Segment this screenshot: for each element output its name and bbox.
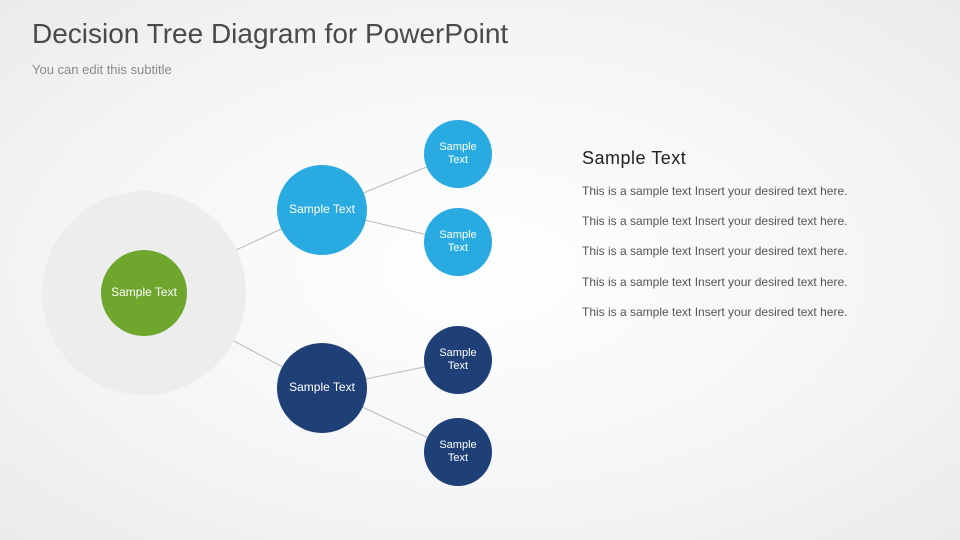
description-paragraph: This is a sample text Insert your desire…: [582, 183, 882, 199]
description-block: Sample Text This is a sample text Insert…: [582, 148, 882, 320]
node-label: Sample Text: [429, 439, 487, 464]
description-paragraph: This is a sample text Insert your desire…: [582, 274, 882, 290]
node-root: Sample Text: [101, 250, 187, 336]
slide-title: Decision Tree Diagram for PowerPoint: [32, 18, 508, 50]
node-label: Sample Text: [429, 347, 487, 372]
node-label: Sample Text: [111, 286, 177, 300]
node-b1: Sample Text: [277, 165, 367, 255]
description-paragraph: This is a sample text Insert your desire…: [582, 243, 882, 259]
description-paragraph: This is a sample text Insert your desire…: [582, 304, 882, 320]
node-label: Sample Text: [289, 203, 355, 217]
node-b2: Sample Text: [277, 343, 367, 433]
description-heading: Sample Text: [582, 148, 882, 169]
node-b2b: Sample Text: [424, 418, 492, 486]
node-b2a: Sample Text: [424, 326, 492, 394]
description-paragraph: This is a sample text Insert your desire…: [582, 213, 882, 229]
node-b1a: Sample Text: [424, 120, 492, 188]
node-b1b: Sample Text: [424, 208, 492, 276]
slide-subtitle: You can edit this subtitle: [32, 62, 172, 77]
node-label: Sample Text: [429, 141, 487, 166]
node-label: Sample Text: [429, 229, 487, 254]
node-label: Sample Text: [289, 381, 355, 395]
